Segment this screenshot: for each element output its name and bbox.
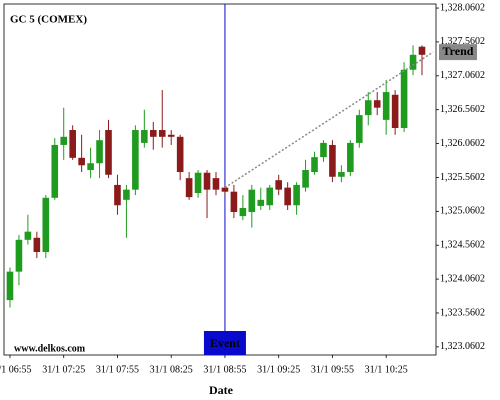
candle-body [239, 207, 247, 217]
chart-title: GC 5 (COMEX) [10, 14, 87, 26]
candle-body [185, 178, 193, 198]
candle-body [60, 136, 68, 145]
y-tick-label: 1,326.0602 [440, 138, 485, 149]
y-tick-label: 1,324.5602 [440, 240, 485, 251]
candle-body [311, 157, 318, 173]
trend-box [439, 44, 477, 61]
candle-body [364, 100, 372, 116]
candle-body [382, 92, 390, 120]
candle-body [15, 239, 23, 272]
y-tick-label: 1,323.5602 [440, 307, 485, 318]
candle-body [123, 189, 130, 200]
candle-body [293, 184, 300, 206]
candle-body [418, 46, 426, 55]
plot-frame [3, 3, 437, 356]
candle-body [230, 191, 238, 213]
candle-body [400, 69, 408, 129]
x-tick-label: 31/1 10:25 [365, 364, 408, 375]
candle-body [356, 115, 363, 143]
candle-body [338, 172, 345, 177]
candle-body [248, 189, 256, 213]
x-tick-label: 31/1 09:25 [257, 364, 300, 375]
candle-body [167, 134, 175, 137]
event-box [203, 331, 246, 355]
candle-body [149, 130, 157, 137]
candle-body [257, 199, 265, 206]
candle-body [275, 180, 282, 190]
y-tick-label: 1,326.5602 [440, 104, 485, 115]
candle-body [33, 237, 41, 253]
candle-body [409, 54, 417, 70]
candle-body [194, 172, 202, 194]
candle-body [78, 157, 85, 166]
candle-body [24, 231, 32, 240]
watermark: www.delkos.com [14, 343, 86, 354]
candle-body [347, 142, 354, 173]
y-tick-label: 1,327.5602 [440, 36, 485, 47]
candle-body [96, 140, 103, 164]
x-tick-label: 31/1 08:55 [203, 364, 246, 375]
plot-layer: 1,323.0602 1,323.5602 1,324.0602 1,324.5602… [0, 2, 485, 375]
trend-label: Trend [443, 44, 474, 58]
candle-body [221, 187, 229, 192]
candle-body [69, 130, 76, 158]
y-tick-label: 1,323.0602 [440, 341, 485, 352]
candle-body [42, 197, 50, 253]
candle-body [176, 136, 184, 173]
y-tick-label: 1,324.0602 [440, 273, 485, 284]
candle-body [266, 187, 274, 206]
x-tick-label: 31/1 06:55 [0, 364, 32, 375]
candle-body [6, 271, 14, 301]
x-tick-label: 31/1 08:25 [150, 364, 193, 375]
candle-body [302, 170, 309, 188]
y-tick-label: 1,328.0602 [440, 2, 485, 13]
y-tick-label: 1,325.5602 [440, 172, 485, 183]
event-label: Event [210, 336, 240, 350]
x-tick-label: 31/1 07:55 [96, 364, 139, 375]
candle-body [373, 100, 381, 108]
y-tick-label: 1,327.0602 [440, 70, 485, 81]
x-tick-label: 31/1 07:25 [42, 364, 85, 375]
candle-body [158, 130, 166, 137]
candle-body [114, 184, 121, 206]
candle-body [132, 130, 139, 190]
x-axis-label: Date [209, 383, 234, 397]
candle-body [87, 163, 94, 171]
candle-body [320, 142, 327, 158]
candle-body [51, 144, 59, 198]
candle-body [329, 144, 336, 177]
candle-body [105, 130, 112, 175]
candle-body [212, 178, 220, 190]
trend-line [224, 51, 434, 189]
y-tick-label: 1,325.0602 [440, 206, 485, 217]
candle-body [284, 187, 291, 206]
candle-body [391, 94, 399, 129]
candle-body [203, 172, 211, 190]
candle-body [141, 130, 148, 143]
x-tick-label: 31/1 09:55 [311, 364, 354, 375]
